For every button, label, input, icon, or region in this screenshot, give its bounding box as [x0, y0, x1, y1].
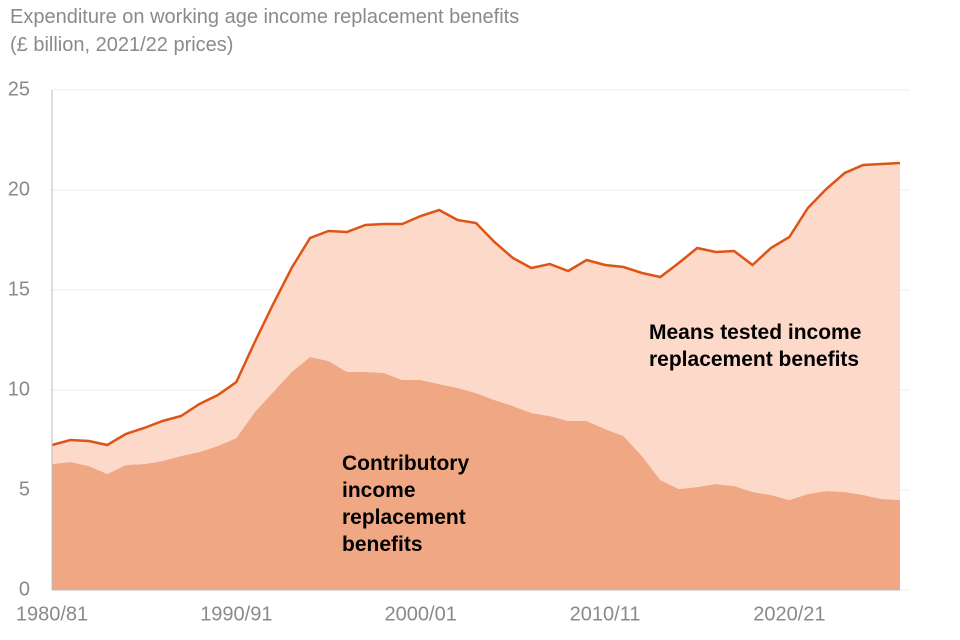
area [52, 357, 900, 590]
chart-title: Expenditure on working age income replac… [10, 6, 520, 28]
y-tick-label: 5 [19, 478, 30, 500]
x-tick-label: 2000/01 [385, 603, 457, 625]
y-tick-label: 10 [8, 378, 30, 400]
area [52, 163, 900, 500]
y-tick-label: 20 [8, 178, 30, 200]
chart-subtitle: (£ billion, 2021/22 prices) [10, 34, 234, 56]
y-tick-label: 25 [8, 78, 30, 100]
x-tick-label: 2020/21 [753, 603, 825, 625]
x-tick-label: 1990/91 [200, 603, 272, 625]
y-tick-label: 15 [8, 278, 30, 300]
series-label: Contributory income replacement benefits [342, 452, 470, 556]
x-tick-label: 2010/11 [570, 603, 641, 625]
x-tick-label: 1980/81 [16, 603, 88, 625]
y-tick-label: 0 [19, 578, 30, 600]
total-line [51, 161, 901, 447]
series-label: Means tested income replacement benefits [649, 321, 862, 371]
